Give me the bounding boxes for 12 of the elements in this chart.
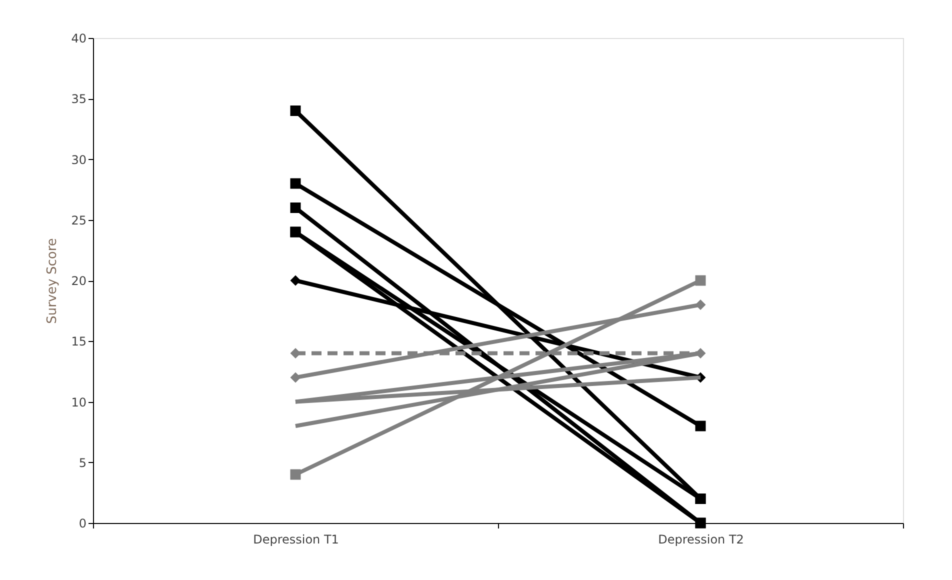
y-tick-label: 20 (71, 274, 86, 288)
x-tick-label: Depression T1 (253, 532, 339, 546)
y-tick-label: 15 (71, 334, 86, 349)
y-tick-label: 35 (71, 92, 86, 106)
y-tick-label: 25 (71, 213, 86, 228)
x-tick-label: Depression T2 (658, 532, 744, 546)
y-tick-label: 0 (78, 516, 86, 530)
y-tick-label: 30 (71, 152, 86, 167)
y-tick-label: 5 (78, 456, 86, 470)
y-axis-title: Survey Score (45, 238, 60, 324)
y-tick-label: 10 (71, 395, 86, 410)
y-tick-label: 40 (71, 32, 86, 46)
